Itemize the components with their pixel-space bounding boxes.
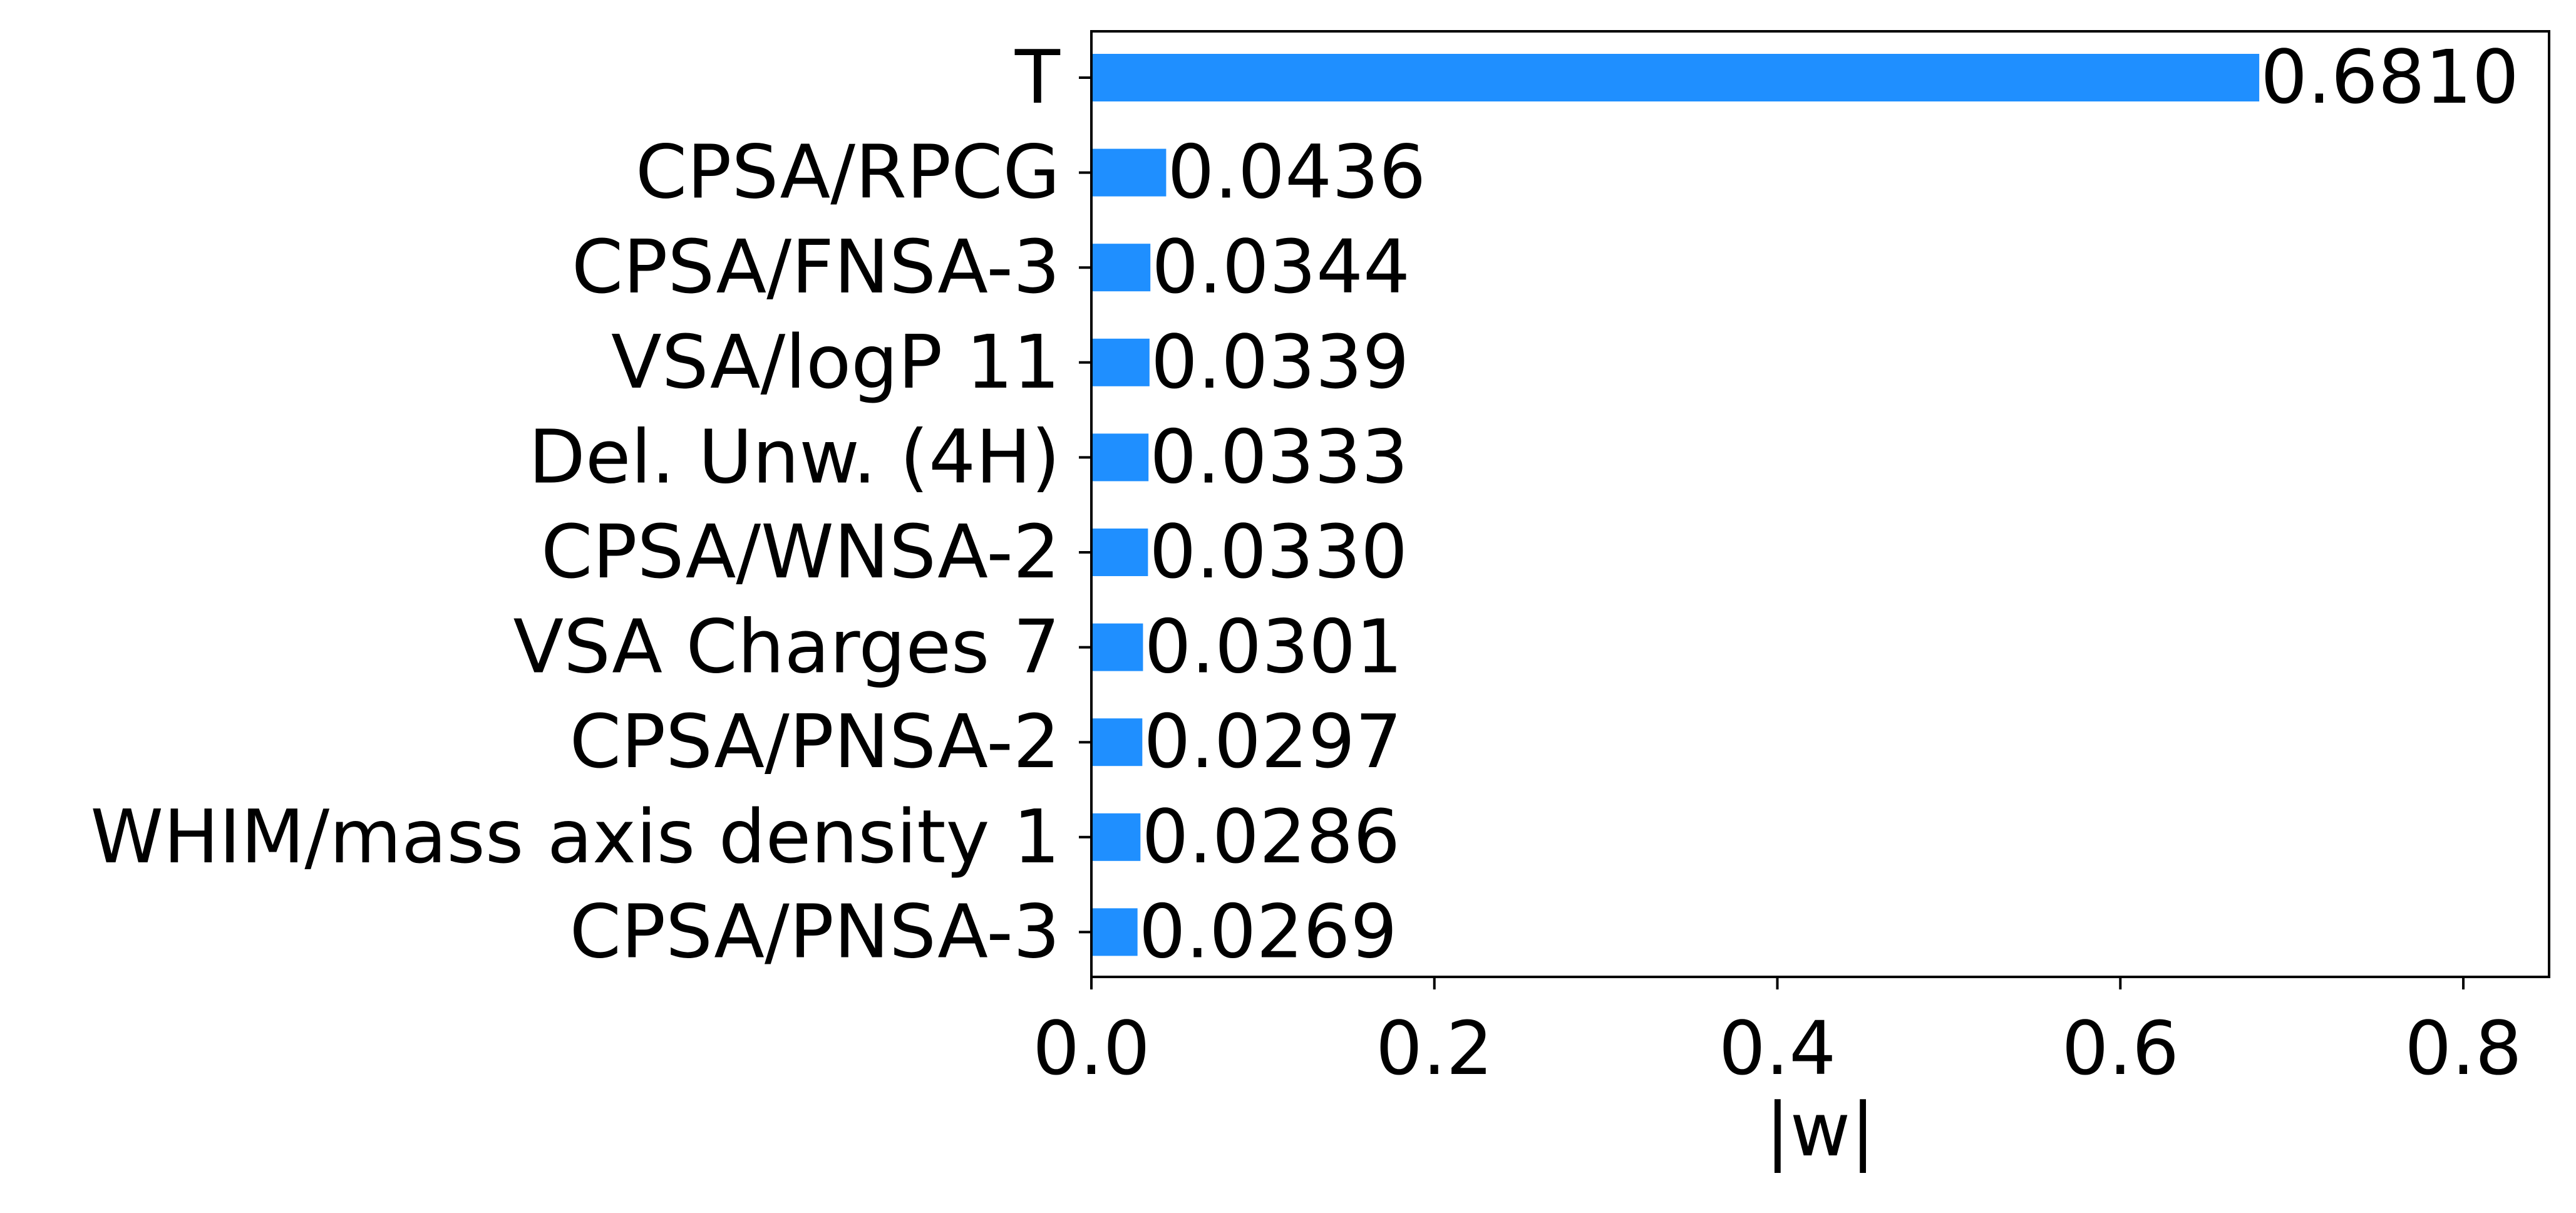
plot-frame: [1090, 30, 2550, 978]
x-axis: 0.0 0.2 0.4 0.6 0.8: [1033, 977, 2522, 1092]
y-tick-label: Del. Unw. (4H): [528, 413, 1060, 500]
bar: [1091, 908, 1138, 956]
x-tick-label: 0.2: [1376, 1005, 1493, 1092]
y-tick-label: CPSA/WNSA-2: [541, 508, 1060, 595]
bar: [1091, 148, 1167, 197]
bar-value-label: 0.0339: [1151, 319, 1409, 405]
bar: [1091, 54, 2260, 101]
y-tick-label: VSA Charges 7: [513, 604, 1060, 690]
y-tick-label: CPSA/RPCG: [636, 129, 1060, 215]
bar-value-label: 0.0344: [1151, 224, 1410, 310]
y-tick-label: CPSA/PNSA-2: [570, 698, 1060, 785]
bars-layer: [1091, 54, 2260, 956]
bar-value-label: 0.0269: [1139, 888, 1398, 974]
y-tick-label: CPSA/PNSA-3: [570, 888, 1060, 974]
x-axis-label: |w|: [1765, 1087, 1875, 1173]
y-tick-label: T: [1014, 34, 1061, 120]
bar-value-label: 0.0301: [1144, 604, 1403, 690]
y-tick-label: CPSA/FNSA-3: [572, 224, 1060, 310]
y-tick-label: VSA/logP 11: [611, 319, 1060, 405]
bar: [1091, 338, 1150, 386]
y-tick-label: WHIM/mass axis density 1: [90, 793, 1060, 880]
bar-value-label: 0.0330: [1149, 508, 1408, 595]
bar: [1091, 433, 1149, 482]
bar-value-label: 0.0333: [1150, 413, 1408, 500]
bar-value-label: 0.0436: [1167, 129, 1426, 215]
bar-value-label: 0.0286: [1141, 793, 1400, 880]
bar-value-label: 0.0297: [1143, 698, 1402, 785]
bar: [1091, 813, 1141, 861]
bar: [1091, 718, 1143, 767]
bar: [1091, 529, 1148, 576]
bar-value-label: 0.6810: [2260, 34, 2519, 120]
x-tick-label: 0.6: [2061, 1005, 2179, 1092]
x-tick-label: 0.8: [2404, 1005, 2522, 1092]
x-tick-label: 0.4: [1719, 1005, 1837, 1092]
x-tick-label: 0.0: [1033, 1005, 1150, 1092]
bar: [1091, 244, 1151, 292]
bar: [1091, 623, 1143, 671]
